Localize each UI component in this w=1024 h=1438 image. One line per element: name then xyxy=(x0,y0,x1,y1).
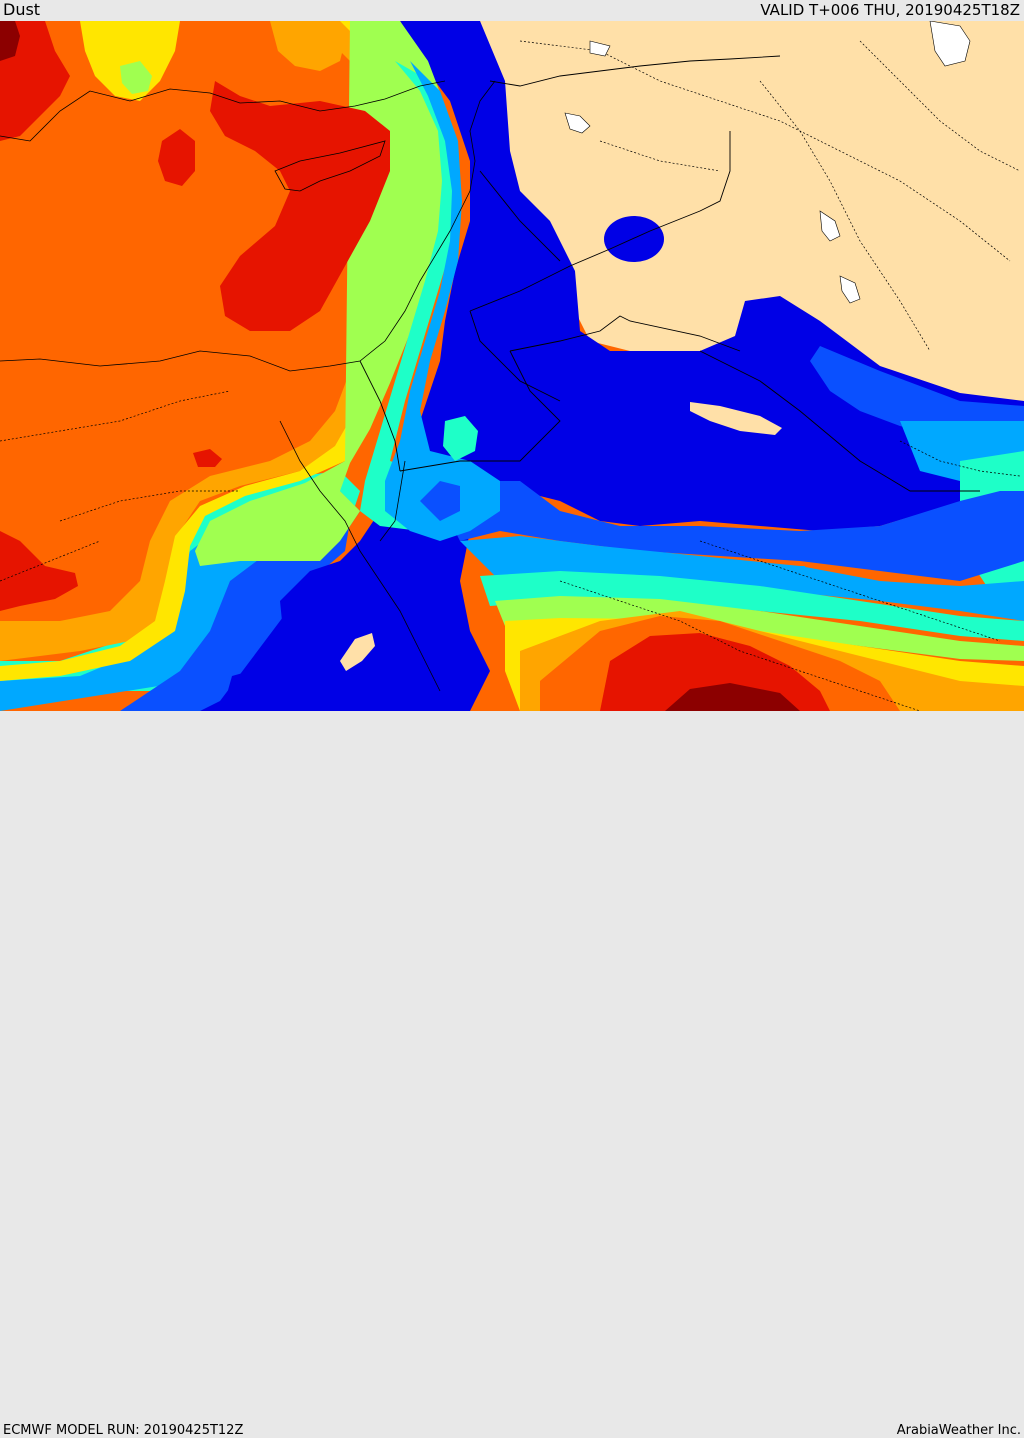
dust-level-9-west xyxy=(0,531,78,611)
dust-level-2-southwest xyxy=(120,521,350,711)
dust-level-6-north xyxy=(80,21,180,101)
map-title: Dust xyxy=(3,0,41,19)
clear-patch-southwest xyxy=(340,633,375,671)
dust-level-4-cell xyxy=(443,416,478,461)
dust-level-3-west-edge xyxy=(385,61,500,541)
clear-land-area xyxy=(480,21,1024,401)
dust-level-10-south xyxy=(665,683,800,711)
credit-label: ArabiaWeather Inc. xyxy=(896,1423,1021,1438)
dust-level-1-plume xyxy=(200,21,1024,711)
header-bar: Dust VALID T+006 THU, 20190425T18Z xyxy=(0,0,1024,21)
dust-level-1-southwest-2 xyxy=(225,671,258,711)
valid-time-label: VALID T+006 THU, 20190425T18Z xyxy=(760,1,1020,19)
dust-level-1-cell xyxy=(604,216,664,262)
dust-level-2-band xyxy=(810,346,1024,441)
dust-level-3-south xyxy=(460,536,1024,621)
dust-level-2-south xyxy=(440,481,1024,581)
dust-forecast-map[interactable] xyxy=(0,21,1024,711)
dust-level-9-cell xyxy=(158,129,195,186)
dust-level-7-north xyxy=(270,21,345,71)
dust-level-2-cell xyxy=(420,481,460,521)
province-borders xyxy=(0,40,1021,711)
dust-level-5-north xyxy=(120,61,152,94)
dust-level-4-west-edge xyxy=(360,61,455,531)
dust-level-3-small xyxy=(788,566,806,572)
clear-patch xyxy=(690,402,782,435)
model-run-label: ECMWF MODEL RUN: 20190425T12Z xyxy=(3,1423,244,1438)
footer-bar: ECMWF MODEL RUN: 20190425T12Z ArabiaWeat… xyxy=(0,711,1024,1438)
dust-level-9-northwest xyxy=(0,21,70,141)
dust-level-9-egypt-cell xyxy=(193,449,222,467)
water-bodies xyxy=(564,21,971,304)
dust-level-4-south xyxy=(480,571,1024,641)
coastlines xyxy=(0,80,496,692)
dust-level-9-cyprus xyxy=(210,81,390,331)
dust-level-10-northwest xyxy=(0,21,20,61)
dust-level-5-south xyxy=(495,596,1024,661)
country-borders xyxy=(359,55,980,492)
dust-level-1-southwest xyxy=(280,561,420,691)
